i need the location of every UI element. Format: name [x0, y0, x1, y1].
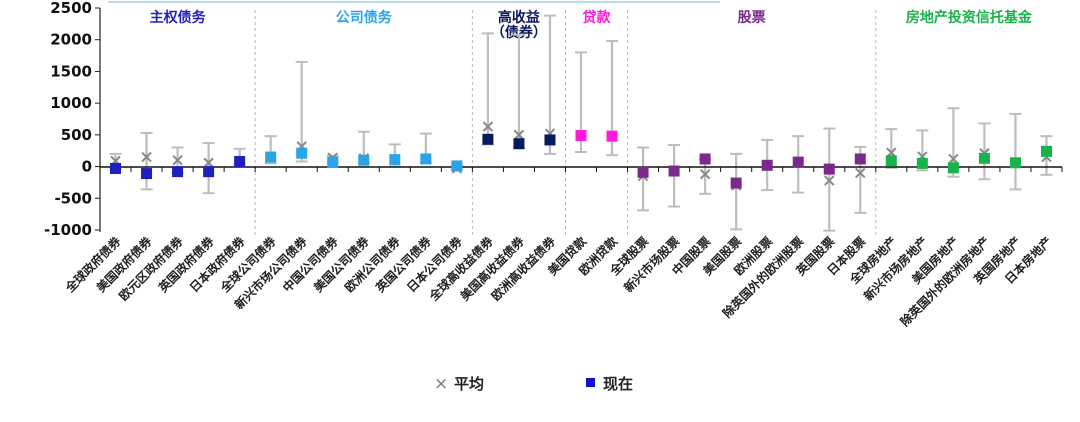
current-marker: [296, 147, 308, 159]
current-marker: [420, 153, 432, 165]
average-marker: [948, 153, 959, 165]
average-marker: [855, 167, 866, 179]
y-tick-label: 2000: [50, 31, 92, 49]
current-marker: [699, 153, 711, 165]
current-marker: [265, 151, 277, 163]
current-marker: [637, 166, 649, 178]
legend-now-label: 现在: [603, 375, 633, 393]
current-marker: [172, 166, 184, 178]
y-tick-label: -1000: [44, 221, 92, 239]
group-label: 房地产投资信托基金: [906, 9, 1033, 26]
current-marker: [792, 156, 804, 168]
average-marker: [141, 151, 152, 163]
current-marker: [885, 155, 897, 167]
y-tick-label: 2500: [50, 0, 92, 17]
group-label: （债券）: [491, 24, 547, 41]
current-marker: [141, 168, 153, 180]
range-whiskers: [109, 14, 1053, 232]
current-marker: [544, 134, 556, 146]
current-marker: [482, 133, 494, 145]
average-marker: [513, 129, 525, 141]
y-tick-label: 500: [61, 126, 92, 144]
current-marker: [730, 177, 742, 189]
current-marker: [823, 163, 835, 175]
group-label: 贷款: [583, 9, 612, 26]
current-marker: [575, 129, 587, 141]
current-marker: [513, 138, 525, 150]
group-labels: 主权债务 公司债务 高收益（债券） 贷款 股票 房地产投资信托基金: [150, 9, 1033, 41]
y-ticks: 2500 2000 1500 1000 500 0 -500 -1000: [44, 0, 100, 239]
current-marker: [358, 154, 370, 166]
current-marker: [668, 165, 680, 177]
group-label: 主权债务: [150, 9, 207, 26]
current-marker: [234, 155, 246, 167]
current-marker: [916, 157, 928, 169]
group-label: 公司债务: [336, 9, 393, 26]
average-marker: [699, 168, 711, 180]
current-marker: [110, 162, 122, 174]
y-tick-label: 1000: [50, 94, 92, 112]
current-marker: [327, 156, 339, 168]
y-tick-label: 0: [82, 158, 92, 176]
current-marker: [978, 152, 990, 164]
average-marker: [172, 155, 183, 166]
current-marker: [451, 160, 463, 172]
current-marker: [854, 153, 866, 165]
group-label: 股票: [738, 10, 766, 26]
current-markers: [110, 129, 1052, 189]
x-ticks: [99, 167, 1063, 172]
current-marker: [1040, 145, 1052, 157]
group-separators: [254, 10, 877, 238]
current-marker: [203, 166, 215, 178]
legend: × 平均 现在: [434, 374, 633, 394]
legend-avg-label: 平均: [454, 375, 484, 393]
current-marker: [606, 130, 618, 142]
current-marker: [1009, 157, 1021, 169]
legend-avg-marker: ×: [434, 374, 448, 394]
y-tick-label: 1500: [50, 62, 92, 80]
average-marker: [203, 157, 214, 168]
x-tick-labels: 全球政府债券美国政府债券欧元区政府债券英国政府债券日本政府债券全球公司债券新兴市…: [61, 233, 1054, 329]
average-marker: [824, 175, 835, 186]
current-marker: [389, 154, 401, 166]
legend-now-swatch: [586, 378, 595, 387]
group-label: 高收益: [498, 9, 540, 26]
current-marker: [761, 159, 773, 171]
y-tick-label: -500: [54, 189, 92, 207]
current-marker: [947, 162, 959, 174]
average-marker: [482, 121, 494, 132]
